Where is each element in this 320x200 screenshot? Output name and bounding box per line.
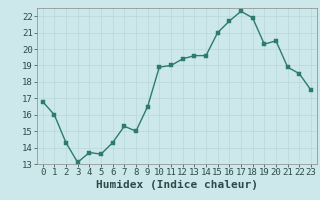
X-axis label: Humidex (Indice chaleur): Humidex (Indice chaleur) (96, 180, 258, 190)
